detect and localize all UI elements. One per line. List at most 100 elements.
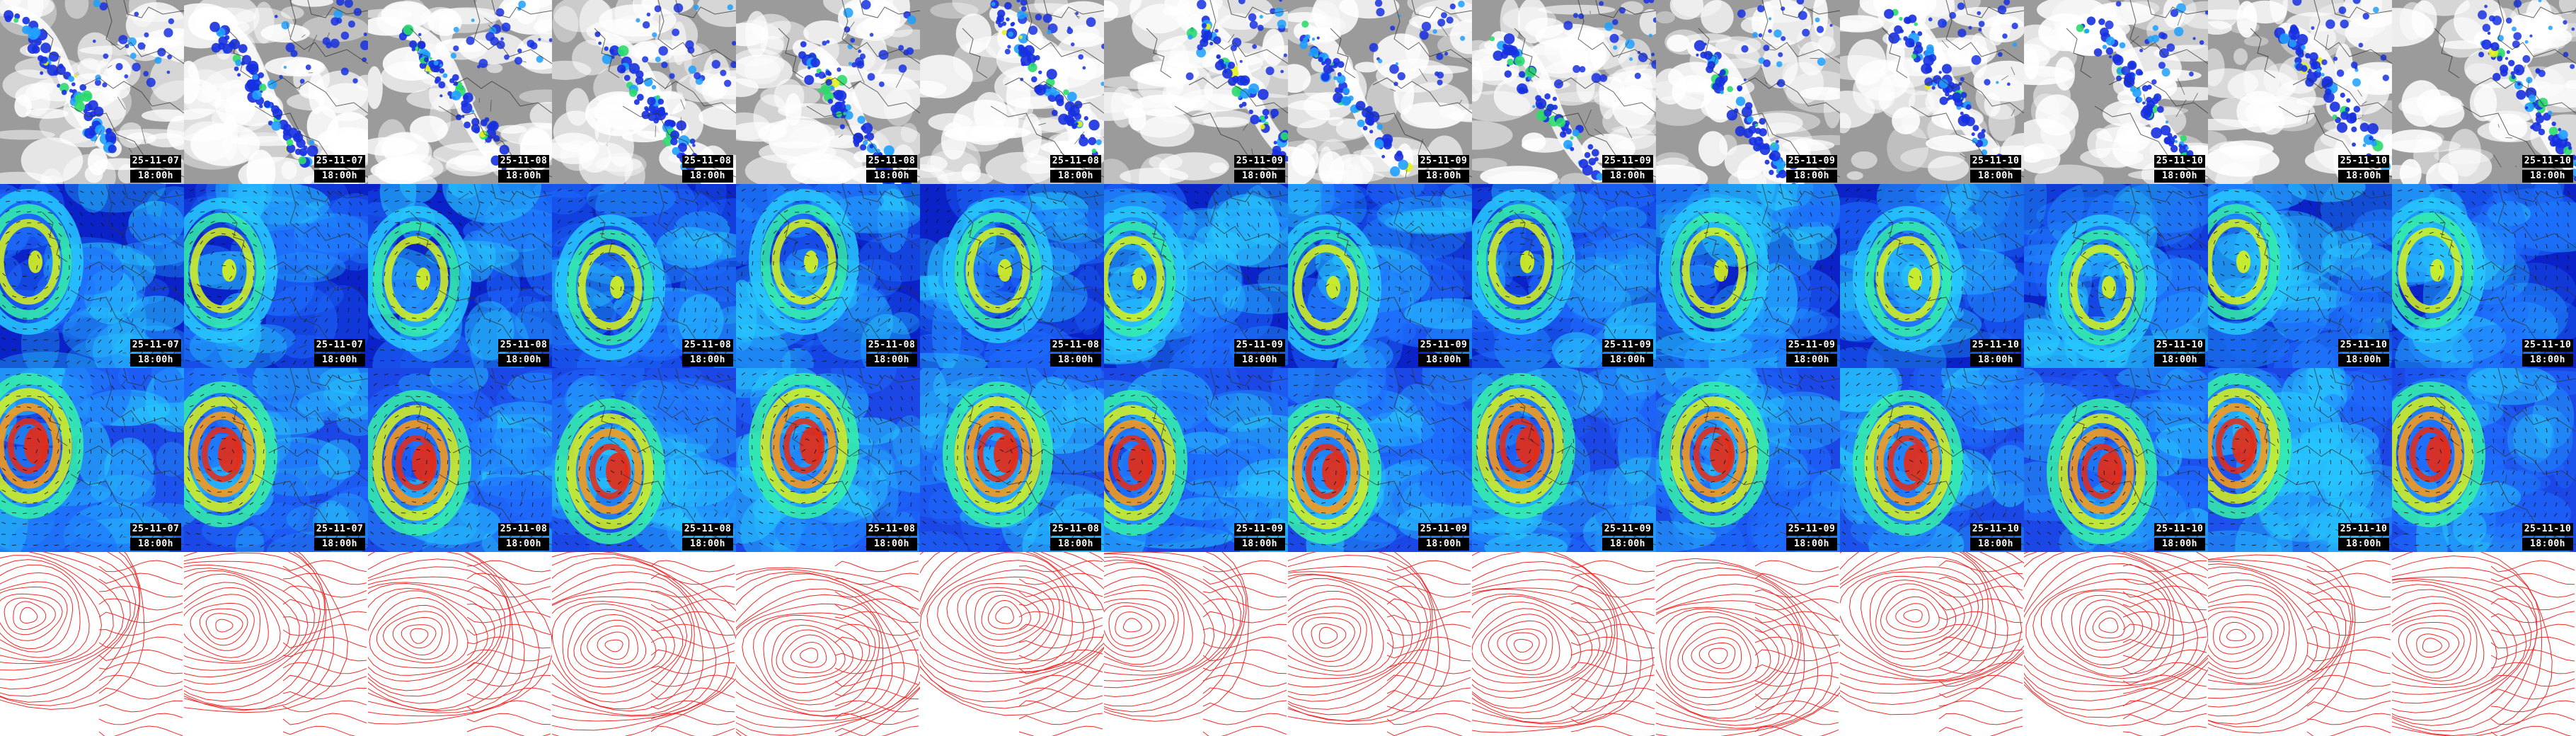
upper-wind-speed-field xyxy=(1288,368,1472,552)
map-image xyxy=(1840,552,2024,736)
map-panel[interactable]: 25-11-10 18:00h xyxy=(2208,368,2392,552)
map-panel[interactable]: 25-11-10 18:00h xyxy=(1840,368,2024,552)
lead-time-label: 18:00h xyxy=(866,538,917,551)
pressure-contour-row xyxy=(0,552,2576,736)
coastline-overlay xyxy=(594,184,736,368)
coastline-overlay xyxy=(410,368,552,546)
wind-vectors xyxy=(2209,189,2386,365)
map-panel[interactable] xyxy=(1104,552,1288,736)
valid-date-label: 25-11-09 xyxy=(1418,339,1469,352)
map-panel[interactable]: 25-11-07 18:00h xyxy=(184,368,368,552)
map-panel[interactable]: 25-11-09 18:00h xyxy=(1288,184,1472,368)
isobar-contours xyxy=(1472,552,1655,736)
lead-time-label: 18:00h xyxy=(1234,170,1285,183)
map-panel[interactable]: 25-11-08 18:00h xyxy=(552,184,736,368)
map-panel[interactable] xyxy=(920,552,1104,736)
map-image xyxy=(1104,0,1288,184)
wind-vectors xyxy=(2393,189,2571,365)
coastline-overlay xyxy=(1514,368,1656,546)
map-panel[interactable]: 25-11-10 18:00h xyxy=(2208,0,2392,184)
map-panel[interactable]: 25-11-09 18:00h xyxy=(1288,368,1472,552)
map-image xyxy=(1104,184,1288,368)
map-panel[interactable]: 25-11-08 18:00h xyxy=(368,0,552,184)
map-panel[interactable]: 25-11-10 18:00h xyxy=(2024,0,2208,184)
map-panel[interactable] xyxy=(1472,552,1656,736)
map-panel[interactable] xyxy=(368,552,552,736)
map-panel[interactable]: 25-11-08 18:00h xyxy=(368,368,552,552)
map-panel[interactable]: 25-11-07 18:00h xyxy=(0,368,184,552)
map-panel[interactable]: 25-11-10 18:00h xyxy=(2024,368,2208,552)
valid-date-label: 25-11-10 xyxy=(2522,523,2573,536)
valid-date-label: 25-11-08 xyxy=(1050,155,1101,168)
map-image xyxy=(920,368,1104,552)
isobar-contours xyxy=(1656,558,1840,736)
map-panel[interactable] xyxy=(1288,552,1472,736)
map-panel[interactable] xyxy=(2024,552,2208,736)
map-panel[interactable]: 25-11-08 18:00h xyxy=(920,184,1104,368)
valid-date-label: 25-11-09 xyxy=(1418,155,1469,168)
map-panel[interactable]: 25-11-07 18:00h xyxy=(184,0,368,184)
map-image xyxy=(552,368,736,552)
coastline-overlay xyxy=(2250,0,2392,178)
map-panel[interactable]: 25-11-07 18:00h xyxy=(0,184,184,368)
map-panel[interactable] xyxy=(1840,552,2024,736)
map-panel[interactable] xyxy=(0,552,184,736)
map-panel[interactable]: 25-11-08 18:00h xyxy=(368,184,552,368)
low-wind-speed-field xyxy=(1472,184,1656,368)
map-image xyxy=(1472,552,1656,736)
map-panel[interactable]: 25-11-08 18:00h xyxy=(920,0,1104,184)
map-panel[interactable]: 25-11-09 18:00h xyxy=(1656,0,1840,184)
map-panel[interactable] xyxy=(552,552,736,736)
map-panel[interactable]: 25-11-09 18:00h xyxy=(1288,0,1472,184)
wind-vectors xyxy=(1841,372,2019,549)
map-panel[interactable]: 25-11-08 18:00h xyxy=(736,368,920,552)
map-panel[interactable]: 25-11-09 18:00h xyxy=(1472,0,1656,184)
valid-date-label: 25-11-07 xyxy=(314,339,365,352)
map-panel[interactable]: 25-11-09 18:00h xyxy=(1656,184,1840,368)
map-panel[interactable]: 25-11-08 18:00h xyxy=(736,0,920,184)
lead-time-label: 18:00h xyxy=(314,170,365,183)
map-panel[interactable]: 25-11-10 18:00h xyxy=(1840,0,2024,184)
valid-date-label: 25-11-08 xyxy=(866,523,917,536)
map-panel[interactable]: 25-11-08 18:00h xyxy=(552,368,736,552)
map-panel[interactable] xyxy=(2392,552,2576,736)
cloud-cover xyxy=(368,0,552,184)
coastline-overlay xyxy=(1882,184,2024,362)
map-panel[interactable]: 25-11-09 18:00h xyxy=(1472,184,1656,368)
map-panel[interactable] xyxy=(2208,552,2392,736)
lead-time-label: 18:00h xyxy=(1234,538,1285,551)
map-panel[interactable]: 25-11-08 18:00h xyxy=(736,184,920,368)
lead-time-label: 18:00h xyxy=(2338,170,2389,183)
map-panel[interactable]: 25-11-09 18:00h xyxy=(1104,184,1288,368)
map-panel[interactable] xyxy=(736,552,920,736)
map-panel[interactable]: 25-11-09 18:00h xyxy=(1472,368,1656,552)
coastline-overlay xyxy=(1882,368,2024,546)
map-panel[interactable]: 25-11-09 18:00h xyxy=(1656,368,1840,552)
upper-wind-speed-field xyxy=(368,368,552,552)
map-panel[interactable]: 25-11-07 18:00h xyxy=(0,0,184,184)
lead-time-label: 18:00h xyxy=(498,354,549,367)
map-panel[interactable]: 25-11-08 18:00h xyxy=(920,368,1104,552)
map-panel[interactable]: 25-11-10 18:00h xyxy=(2392,368,2576,552)
map-panel[interactable]: 25-11-07 18:00h xyxy=(184,184,368,368)
map-panel[interactable] xyxy=(1656,552,1840,736)
coastline-overlay xyxy=(1330,368,1472,546)
map-panel[interactable]: 25-11-10 18:00h xyxy=(1840,184,2024,368)
map-panel[interactable]: 25-11-09 18:00h xyxy=(1104,368,1288,552)
lead-time-label: 18:00h xyxy=(1970,538,2021,551)
map-panel[interactable]: 25-11-10 18:00h xyxy=(2392,0,2576,184)
map-panel[interactable]: 25-11-10 18:00h xyxy=(2392,184,2576,368)
map-image xyxy=(184,368,368,552)
map-image xyxy=(2024,0,2208,184)
map-panel[interactable]: 25-11-10 18:00h xyxy=(2208,184,2392,368)
map-panel[interactable]: 25-11-08 18:00h xyxy=(552,0,736,184)
map-panel[interactable] xyxy=(184,552,368,736)
lead-time-label: 18:00h xyxy=(682,170,733,183)
map-image xyxy=(920,0,1104,184)
map-panel[interactable]: 25-11-09 18:00h xyxy=(1104,0,1288,184)
wind-vectors xyxy=(2026,189,2204,365)
map-panel[interactable]: 25-11-10 18:00h xyxy=(2024,184,2208,368)
valid-date-label: 25-11-10 xyxy=(2338,523,2389,536)
lead-time-label: 18:00h xyxy=(130,354,181,367)
